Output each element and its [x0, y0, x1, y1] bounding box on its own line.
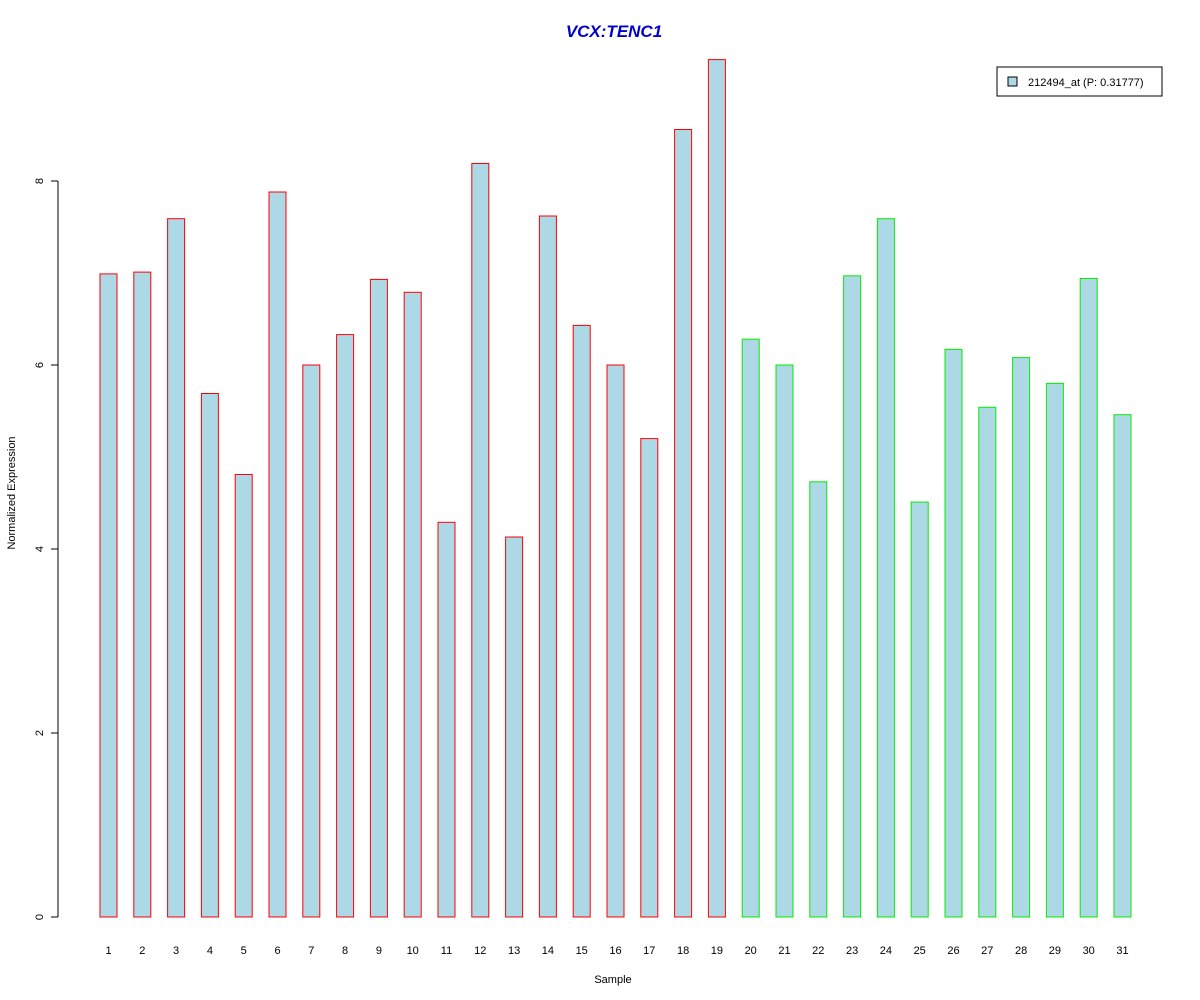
legend-swatch [1007, 76, 1018, 87]
bar-sample-17 [640, 438, 659, 918]
x-axis-label: Sample [594, 974, 631, 986]
bar-sample-18 [674, 129, 693, 918]
y-tick-label: 6 [34, 362, 46, 368]
x-tick-label: 23 [846, 945, 858, 957]
bar-sample-14 [538, 215, 557, 918]
bar-sample-10 [403, 291, 422, 918]
bar-sample-19 [707, 59, 726, 918]
bar-sample-7 [302, 364, 321, 918]
bar-sample-16 [606, 364, 625, 918]
legend: 212494_at (P: 0.31777) [996, 66, 1163, 97]
bar-sample-31 [1113, 414, 1132, 918]
bar-sample-29 [1045, 382, 1064, 918]
x-tick-label: 11 [441, 945, 452, 957]
x-tick-label: 13 [508, 945, 520, 957]
bar-sample-25 [910, 501, 929, 918]
bar-sample-26 [944, 348, 963, 918]
x-tick-label: 1 [105, 945, 111, 957]
x-tick-label: 18 [677, 945, 689, 957]
x-tick-label: 27 [981, 945, 993, 957]
bar-sample-20 [741, 338, 760, 918]
y-tick-label: 2 [34, 730, 46, 736]
x-tick-label: 21 [778, 945, 790, 957]
x-tick-label: 10 [407, 945, 419, 957]
x-tick-label: 28 [1015, 945, 1027, 957]
x-tick-label: 9 [376, 945, 382, 957]
y-tick-label: 4 [34, 546, 46, 552]
bars [99, 59, 1132, 918]
bar-sample-8 [336, 334, 355, 918]
bar-sample-9 [369, 278, 388, 918]
x-tick-label: 17 [643, 945, 655, 957]
bar-sample-13 [505, 536, 524, 918]
x-tick-label: 25 [914, 945, 926, 957]
x-tick-label: 14 [542, 945, 554, 957]
y-axis: 0 2 4 6 8 [34, 178, 59, 920]
x-tick-label: 20 [745, 945, 757, 957]
legend-label: 212494_at (P: 0.31777) [1028, 77, 1144, 89]
x-tick-label: 15 [576, 945, 588, 957]
bar-sample-23 [843, 275, 862, 918]
bar-sample-28 [1012, 357, 1031, 918]
bar-sample-2 [133, 271, 152, 918]
y-axis-label: Normalized Expression [6, 436, 18, 549]
x-tick-label: 6 [274, 945, 280, 957]
x-tick-label: 31 [1116, 945, 1128, 957]
x-tick-label: 30 [1083, 945, 1095, 957]
x-tick-labels: 1 2 3 4 5 6 7 8 9 10 11 12 13 14 15 16 17 18 19 20 21 22 23 24 2… [105, 945, 1128, 957]
x-tick-label: 29 [1049, 945, 1061, 957]
bar-sample-30 [1079, 278, 1098, 918]
bar-sample-22 [809, 481, 828, 918]
x-tick-label: 24 [880, 945, 892, 957]
bar-sample-21 [775, 364, 794, 918]
x-tick-label: 4 [207, 945, 213, 957]
legend-box [996, 66, 1163, 97]
x-tick-label: 2 [139, 945, 145, 957]
bar-sample-24 [876, 218, 895, 918]
bar-sample-6 [268, 191, 287, 918]
bar-sample-1 [99, 273, 118, 918]
x-tick-label: 8 [342, 945, 348, 957]
y-tick-label: 0 [34, 914, 46, 920]
x-tick-label: 26 [947, 945, 959, 957]
bar-sample-11 [437, 521, 456, 918]
x-tick-label: 19 [711, 945, 723, 957]
bar-sample-27 [978, 406, 997, 918]
x-tick-label: 3 [173, 945, 179, 957]
x-tick-label: 5 [241, 945, 247, 957]
y-tick-label: 8 [34, 178, 46, 184]
bar-sample-4 [200, 393, 219, 918]
bar-sample-5 [234, 474, 253, 918]
y-ticks: 0 2 4 6 8 [34, 178, 58, 920]
bar-sample-12 [471, 163, 490, 918]
x-tick-label: 16 [609, 945, 621, 957]
x-tick-label: 12 [474, 945, 486, 957]
bar-sample-15 [572, 324, 591, 918]
x-tick-label: 22 [812, 945, 824, 957]
chart-title: VCX:TENC1 [566, 22, 662, 41]
x-tick-label: 7 [308, 945, 314, 957]
bar-sample-3 [167, 218, 186, 918]
